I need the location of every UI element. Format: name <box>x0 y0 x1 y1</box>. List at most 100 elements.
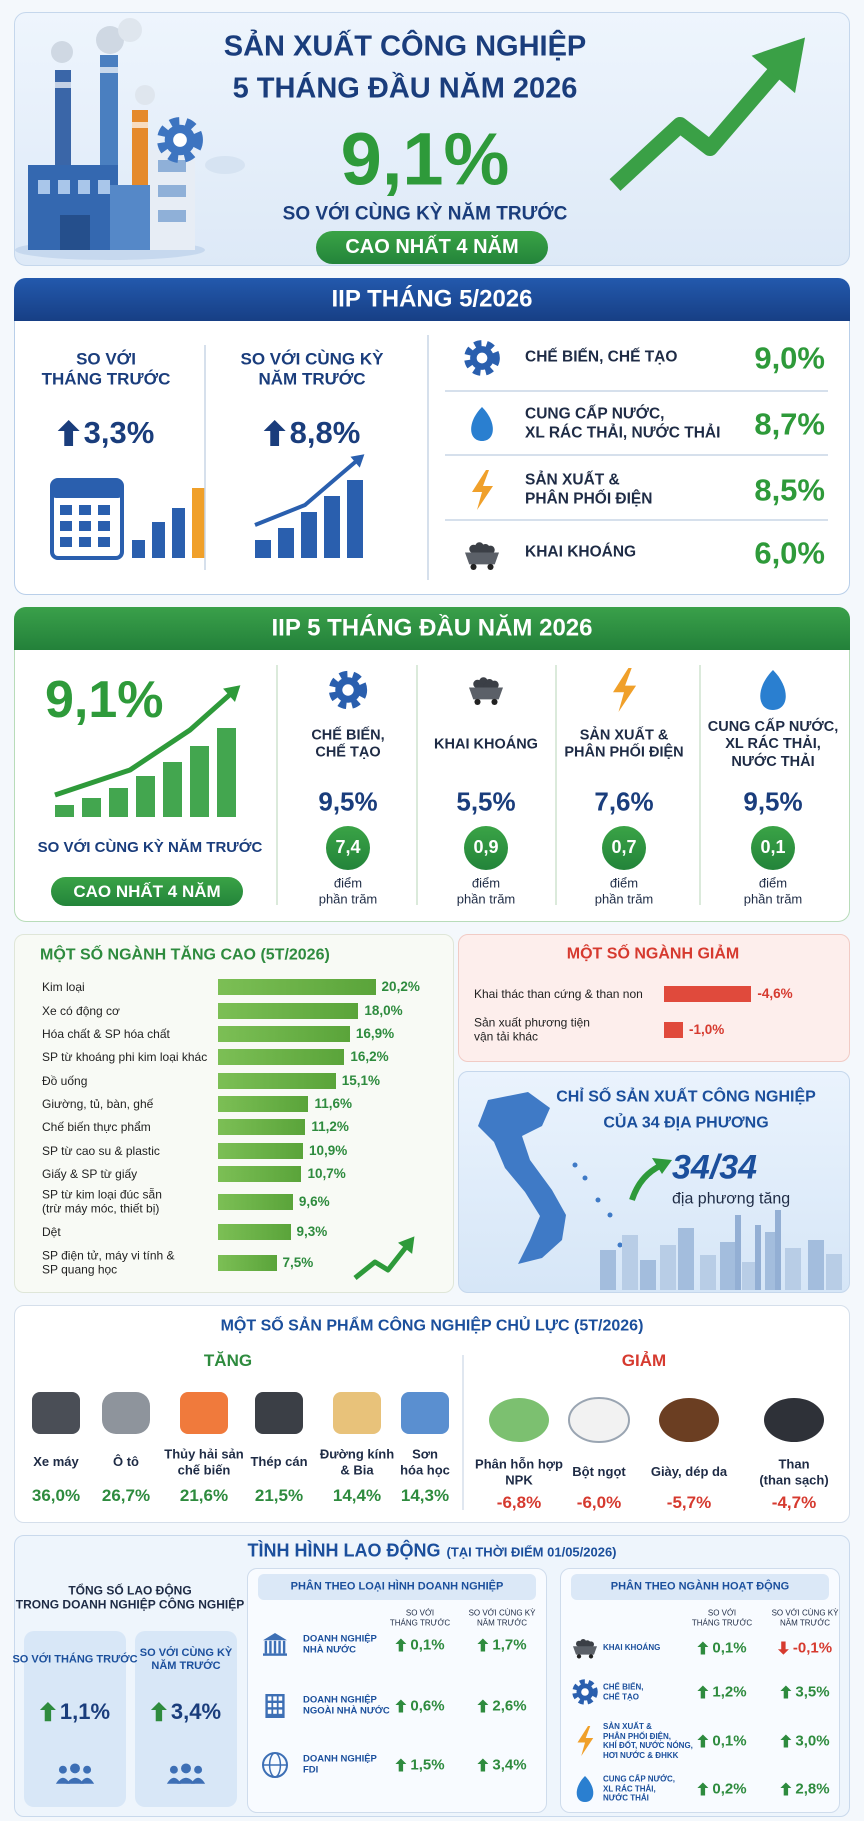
product-name: Thủy hải sản chế biến <box>164 1446 244 1477</box>
data-label: 9,3% <box>296 1223 328 1239</box>
title-part: (TẠI THỜI ĐIỂM 01/05/2026) <box>446 1544 617 1560</box>
arrow <box>697 1641 709 1655</box>
contribution-circle <box>464 826 508 870</box>
badge <box>316 231 548 264</box>
bar <box>218 1224 291 1240</box>
data-label: -1,0% <box>689 1021 725 1037</box>
bar <box>218 1096 309 1112</box>
value: 0,2% <box>712 1780 747 1798</box>
value: 8,5% <box>754 472 825 508</box>
value-group: 1,2% <box>697 1683 747 1701</box>
category-label: SP từ cao su & plastic <box>42 1143 160 1158</box>
arrow-icon <box>697 1782 709 1796</box>
row-label: DOANH NGHIỆP NGOÀI NHÀ NƯỚC <box>303 1694 390 1717</box>
category-label: Khai thác than cứng & than non <box>474 986 643 1001</box>
row-label: SẢN XUẤT & PHÂN PHỐI ĐIỆN, KHÍ ĐỐT, NƯỚC… <box>603 1721 693 1760</box>
product-name: Phân hỗn hợp NPK <box>475 1456 563 1487</box>
category-label: Đồ uống <box>42 1073 88 1088</box>
contribution: 0,7 <box>611 837 637 858</box>
contribution: 0,1 <box>760 837 786 858</box>
iip-5m-header <box>14 607 850 650</box>
data-label: 10,7% <box>307 1165 346 1181</box>
arrow-icon <box>477 1758 489 1772</box>
decline-panel <box>458 934 850 1062</box>
arrow <box>150 1702 167 1722</box>
value-group: 3,4% <box>477 1756 527 1774</box>
title: 5 THÁNG ĐẦU NĂM 2026 <box>232 72 578 105</box>
label: CUNG CẤP NƯỚC, XL RÁC THẢI, NƯỚC THẢI <box>707 718 839 770</box>
value: 21,6% <box>179 1485 229 1505</box>
data-label: 7,5% <box>282 1254 314 1270</box>
arrow <box>395 1699 407 1713</box>
value: 7,6% <box>594 786 654 817</box>
card-label: SO VỚI THÁNG TRƯỚC <box>12 1653 138 1666</box>
value: 3,0% <box>795 1732 830 1750</box>
value: 1,5% <box>410 1756 445 1774</box>
data-label: 15,1% <box>341 1072 381 1088</box>
value: -0,1% <box>792 1639 833 1657</box>
bar <box>664 1022 683 1038</box>
arrow-icon <box>780 1782 792 1796</box>
contribution-circle <box>326 826 370 870</box>
value: 1,2% <box>712 1683 747 1701</box>
headline-value: 9,1% <box>340 117 510 201</box>
arrow <box>697 1782 709 1796</box>
value: -4,7% <box>771 1492 817 1512</box>
unit: điểm phần trăm <box>594 875 654 906</box>
value-group: -0,1% <box>777 1639 833 1657</box>
value: 9,5% <box>743 786 803 817</box>
data-label: -4,6% <box>757 985 793 1001</box>
arrow <box>777 1641 789 1655</box>
labour-card <box>24 1631 126 1807</box>
value: 36,0% <box>31 1485 81 1505</box>
product-name: Thép cán <box>250 1454 308 1470</box>
value: 2,8% <box>795 1780 830 1798</box>
bar <box>218 1166 302 1182</box>
chart-title: MỘT SỐ NGÀNH TĂNG CAO (5T/2026) <box>40 946 330 964</box>
category-label: Kim loại <box>42 979 85 994</box>
value: 9,5% <box>318 786 378 817</box>
arrow-icon <box>395 1638 407 1652</box>
value-group: 1,1% <box>39 1699 111 1725</box>
value: 9,0% <box>754 340 825 376</box>
value-group: 0,1% <box>697 1733 747 1750</box>
value: 14,4% <box>332 1485 382 1505</box>
row-label: DOANH NGHIỆP NHÀ NƯỚC <box>303 1633 377 1656</box>
category-label: Sản xuất phương tiện vận tải khác <box>474 1015 590 1044</box>
bar <box>218 1003 359 1019</box>
headline-value: 9,1% <box>45 670 164 729</box>
arrow <box>477 1758 489 1772</box>
data-label: 16,9% <box>355 1025 395 1041</box>
caption: địa phương tăng <box>672 1190 791 1208</box>
label: CUNG CẤP NƯỚC, XL RÁC THẢI, NƯỚC THẢI <box>525 405 721 441</box>
badge <box>51 877 243 906</box>
column-header: SO VỚI THÁNG TRƯỚC <box>691 1608 753 1627</box>
bar <box>218 979 376 995</box>
data-label: 16,2% <box>350 1048 389 1064</box>
data-label: 9,6% <box>298 1193 330 1209</box>
value: 21,5% <box>254 1485 304 1505</box>
arrow <box>477 1638 489 1652</box>
arrow-icon <box>780 1685 792 1699</box>
chart-title: MỘT SỐ NGÀNH GIẢM <box>566 945 740 963</box>
value: 1,1% <box>59 1699 111 1724</box>
bar <box>218 1194 293 1210</box>
value: 3,4% <box>492 1756 527 1774</box>
unit: điểm phần trăm <box>318 875 378 906</box>
group-label: GIẢM <box>621 1350 667 1370</box>
value: 0,1% <box>410 1636 445 1654</box>
value-group: 8,8% <box>263 415 360 451</box>
product-name: Giày, dép da <box>650 1464 728 1480</box>
arrow <box>780 1782 792 1796</box>
panel-title: PHÂN THEO NGÀNH HOẠT ĐỘNG <box>610 1580 790 1593</box>
data-label: 20,2% <box>381 978 420 994</box>
panel-title: PHÂN THEO LOẠI HÌNH DOANH NGHIỆP <box>290 1580 504 1593</box>
value-group: 0,1% <box>697 1640 747 1657</box>
product-name: Bột ngọt <box>572 1464 626 1480</box>
arrow <box>780 1734 792 1748</box>
row-label: KHAI KHOÁNG <box>603 1643 661 1653</box>
category-label: SP từ kim loại đúc sẵn (trừ máy móc, thi… <box>42 1187 162 1216</box>
arrow-icon <box>39 1702 56 1722</box>
subtitle: SO VỚI CÙNG KỲ NĂM TRƯỚC <box>282 203 568 225</box>
badge-text: CAO NHẤT 4 NĂM <box>345 236 519 258</box>
